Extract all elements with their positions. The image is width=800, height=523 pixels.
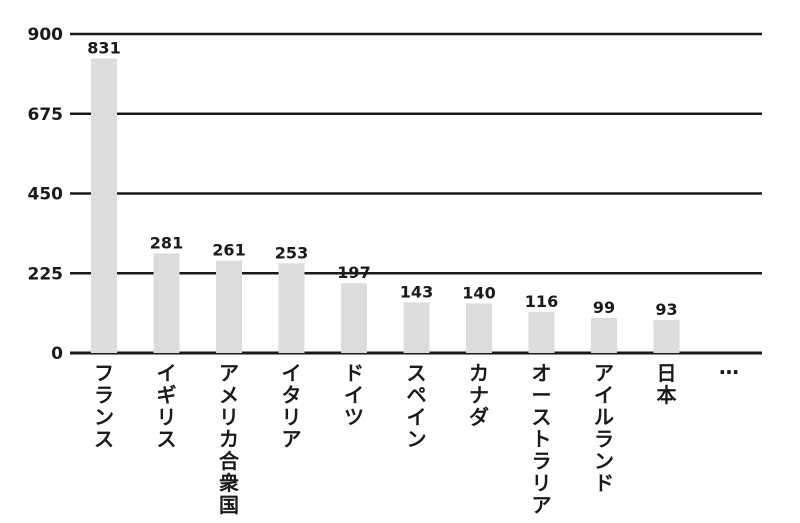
- category-label-7: カナダ: [469, 361, 489, 429]
- value-label-4: 253: [275, 243, 308, 262]
- y-tick-label-225: 225: [28, 264, 64, 284]
- bar-1: [91, 58, 117, 353]
- value-label-1: 831: [87, 38, 120, 57]
- value-labels: 831 281 261 253 197 143 140 116 99 93: [87, 38, 677, 319]
- category-label-10: 日本: [657, 361, 677, 407]
- value-label-6: 143: [400, 282, 433, 301]
- bar-9: [591, 317, 617, 353]
- bar-4: [278, 263, 305, 353]
- value-label-8: 116: [525, 292, 558, 311]
- category-label-6: スペイン: [407, 361, 427, 451]
- category-label-1: フランス: [94, 361, 114, 451]
- category-labels: フランス イギリス アメリカ合衆国 イタリア ドイツ スペイン カナダ オーストラリア アイルラ…: [94, 355, 739, 517]
- category-label-8: オーストラリア: [532, 361, 552, 517]
- bar-3: [216, 260, 242, 353]
- bar-7: [466, 303, 492, 353]
- y-tick-label-675: 675: [28, 105, 64, 125]
- category-label-2: イギリス: [157, 361, 177, 451]
- value-label-10: 93: [655, 300, 677, 319]
- category-label-9: アイルランド: [594, 361, 614, 495]
- value-label-2: 281: [150, 233, 183, 252]
- category-label-3: アメリカ合衆国: [219, 361, 240, 517]
- category-label-5: ドイツ: [344, 361, 364, 429]
- value-label-9: 99: [593, 298, 615, 317]
- bar-2: [153, 253, 180, 353]
- bars: [91, 58, 680, 353]
- value-label-3: 261: [212, 240, 245, 259]
- y-tick-label-0: 0: [51, 344, 63, 364]
- bar-10: [653, 320, 680, 353]
- bar-6: [403, 302, 430, 353]
- value-label-7: 140: [462, 283, 495, 302]
- y-tick-label-900: 900: [28, 25, 64, 45]
- bar-5: [341, 283, 367, 353]
- y-axis-ticks: 0 225 450 675 900: [28, 25, 64, 364]
- y-tick-label-450: 450: [28, 185, 64, 205]
- category-label-4: イタリア: [282, 361, 302, 451]
- value-label-5: 197: [337, 263, 370, 282]
- bar-8: [528, 311, 555, 353]
- category-label-11: …: [719, 355, 739, 379]
